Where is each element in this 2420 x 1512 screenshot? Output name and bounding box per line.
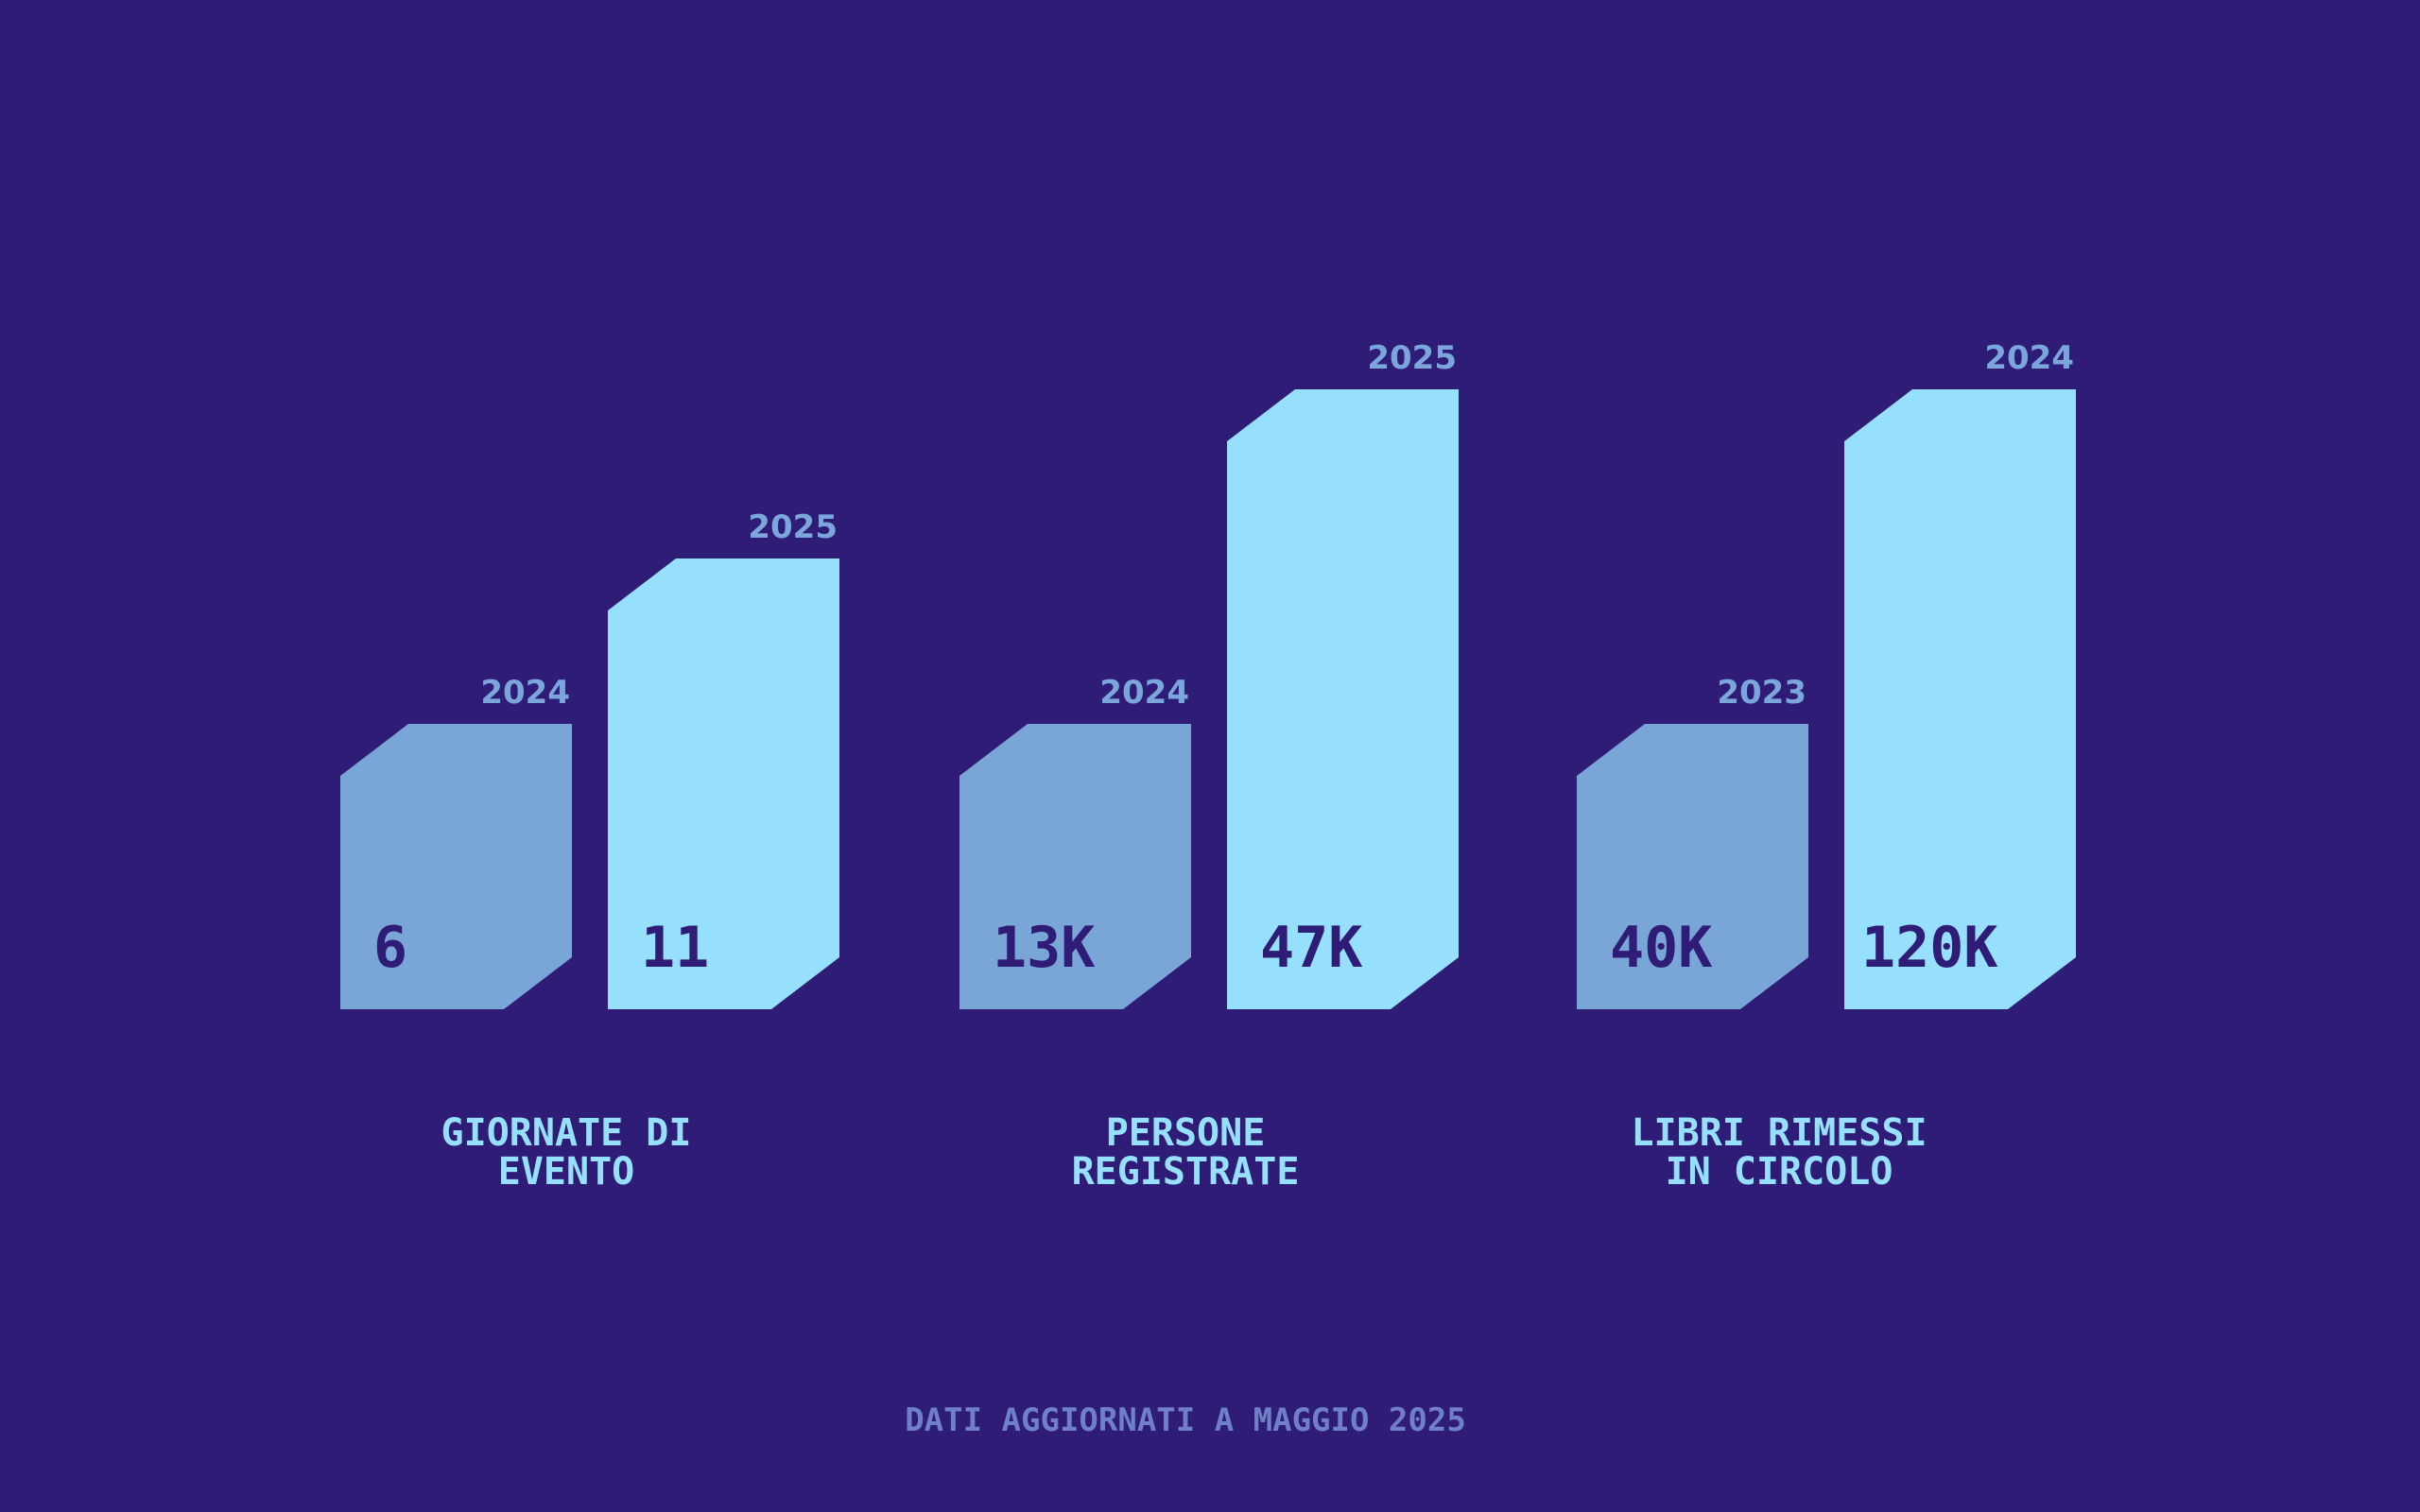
group-label-line: LIBRI RIMESSI (1631, 1111, 1927, 1155)
group-label: LIBRI RIMESSI IN CIRCOLO (1631, 1111, 1927, 1194)
bar-1-2024 (340, 724, 572, 1009)
bar-3-2024 (1844, 389, 2076, 1009)
group-label: GIORNATE DI EVENTO (441, 1111, 692, 1194)
bar-year-label: 2024 (1984, 339, 2074, 377)
footnote: DATI AGGIORNATI A MAGGIO 2025 (905, 1401, 1466, 1439)
bar-3-2023 (1577, 724, 1808, 1009)
bar-2-2025 (1227, 389, 1459, 1009)
group-label-line: EVENTO (498, 1150, 635, 1194)
bar-year-label: 2025 (748, 508, 838, 546)
bar-value-label: 120K (1861, 915, 1998, 981)
group-label: PERSONE REGISTRATE (1072, 1111, 1300, 1194)
bar-chart: 2024 6 2025 11 GIORNATE DI EVENTO 2024 13K 2025 4… (340, 339, 2076, 1194)
bar-value-label: 11 (641, 915, 709, 981)
bar-year-label: 2024 (480, 674, 570, 712)
bar-value-label: 13K (993, 915, 1095, 981)
bar-group-1: 2024 6 2025 11 GIORNATE DI EVENTO (340, 508, 839, 1194)
bar-1-2025 (608, 558, 839, 1009)
bar-2-2024 (959, 724, 1191, 1009)
bar-value-label: 40K (1610, 915, 1712, 981)
bar-year-label: 2024 (1099, 674, 1189, 712)
bar-year-label: 2025 (1367, 339, 1457, 377)
group-label-line: GIORNATE DI (441, 1111, 692, 1155)
group-label-line: IN CIRCOLO (1666, 1150, 1893, 1194)
group-label-line: PERSONE (1106, 1111, 1266, 1155)
bar-value-label: 47K (1260, 915, 1362, 981)
bar-year-label: 2023 (1717, 674, 1806, 712)
bar-value-label: 6 (373, 915, 407, 981)
bar-group-3: 2023 40K 2024 120K LIBRI RIMESSI IN CIRCOLO (1577, 339, 2076, 1194)
bar-group-2: 2024 13K 2025 47K PERSONE REGISTRATE (959, 339, 1459, 1194)
group-label-line: REGISTRATE (1072, 1150, 1300, 1194)
